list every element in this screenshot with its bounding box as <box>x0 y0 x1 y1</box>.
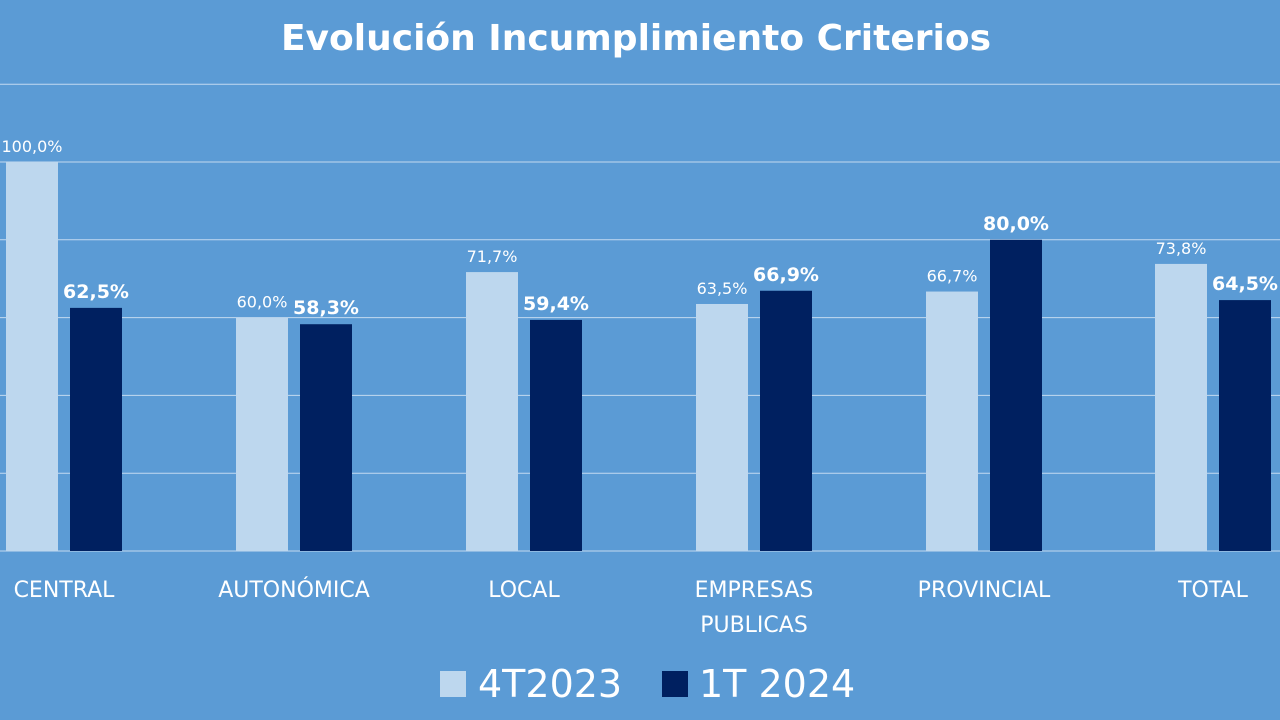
bar-s1-4 <box>926 291 978 551</box>
bar-s1-0 <box>6 162 58 551</box>
bar-s2-5 <box>1219 300 1271 551</box>
data-label-s2-0: 62,5% <box>63 281 129 303</box>
category-label-4: PROVINCIAL <box>918 578 1051 603</box>
category-label-0: CENTRAL <box>14 578 116 603</box>
category-label-3-line1: PUBLICAS <box>700 613 808 638</box>
data-label-s1-4: 66,7% <box>927 267 978 286</box>
bar-s1-3 <box>696 303 748 551</box>
bar-s2-1 <box>300 324 352 551</box>
category-labels: CENTRAL AUTONÓMICA LOCAL EMPRESAS PUBLICAS PR… <box>14 577 1249 638</box>
data-label-s2-5: 64,5% <box>1212 273 1278 295</box>
bar-s2-3 <box>760 290 812 551</box>
legend-label-1: 1T 2024 <box>699 662 855 706</box>
data-label-s2-4: 80,0% <box>983 213 1049 235</box>
data-label-s1-0: 100,0% <box>1 137 62 156</box>
grid-lines <box>0 83 1280 552</box>
legend: 4T2023 1T 2024 <box>440 662 855 706</box>
bars <box>6 162 1271 552</box>
bar-s2-0 <box>70 307 122 551</box>
category-label-1: AUTONÓMICA <box>218 577 370 603</box>
data-label-s1-5: 73,8% <box>1156 239 1207 258</box>
bar-s1-2 <box>466 272 518 551</box>
data-label-s2-3: 66,9% <box>753 264 819 286</box>
category-label-5: TOTAL <box>1177 578 1249 603</box>
data-label-s1-1: 60,0% <box>237 293 288 312</box>
legend-label-0: 4T2023 <box>478 662 622 706</box>
bar-s2-2 <box>530 319 582 551</box>
legend-swatch-0 <box>440 671 466 697</box>
legend-swatch-1 <box>662 671 688 697</box>
chart-title: Evolución Incumplimiento Criterios <box>281 18 991 59</box>
data-label-s1-2: 71,7% <box>467 247 518 266</box>
data-label-s2-1: 58,3% <box>293 297 359 319</box>
category-label-3-line0: EMPRESAS <box>695 578 814 603</box>
bar-s1-1 <box>236 317 288 551</box>
category-label-2: LOCAL <box>488 578 560 603</box>
bar-s1-5 <box>1155 263 1207 551</box>
data-labels: 100,0% 60,0% 71,7% 63,5% 66,7% 73,8% 62,5% 58,3… <box>1 137 1277 319</box>
data-label-s2-2: 59,4% <box>523 293 589 315</box>
bar-s2-4 <box>990 239 1042 552</box>
data-label-s1-3: 63,5% <box>697 279 748 298</box>
